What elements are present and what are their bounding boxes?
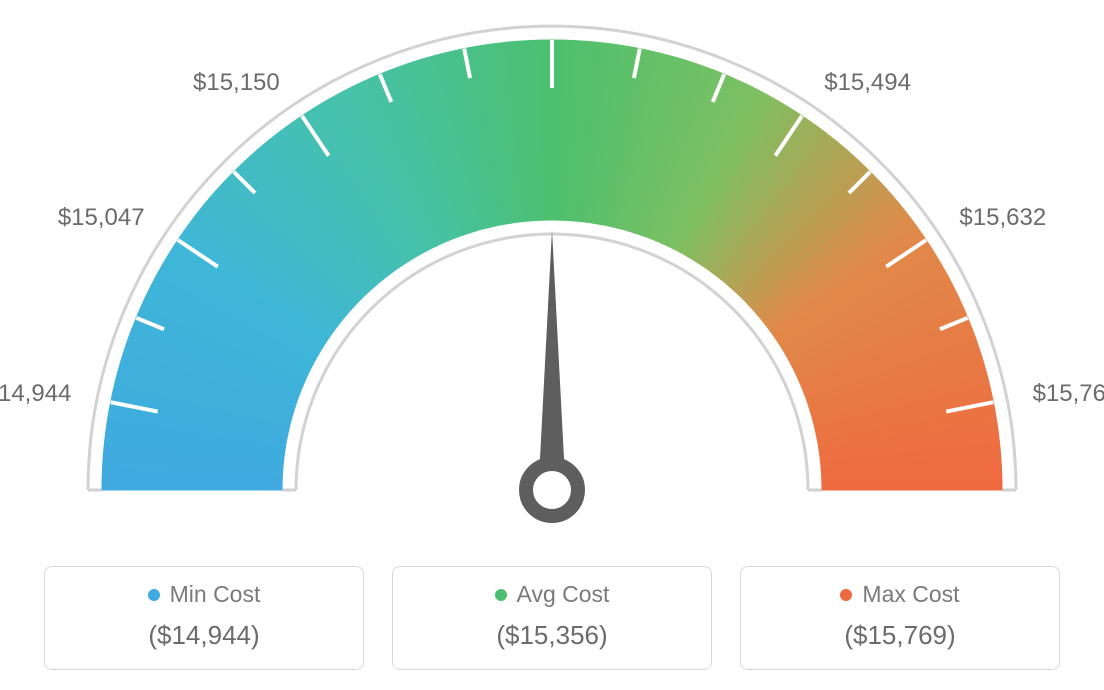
legend-card-avg: Avg Cost ($15,356) <box>392 566 712 670</box>
gauge-tick-label: $15,047 <box>58 204 145 232</box>
dot-icon <box>148 589 160 601</box>
gauge-tick-label: $15,150 <box>193 69 280 97</box>
legend-value: ($15,769) <box>751 620 1049 651</box>
legend-card-max: Max Cost ($15,769) <box>740 566 1060 670</box>
legend-label: Min Cost <box>170 581 261 608</box>
gauge-tick-label: $14,944 <box>0 380 71 408</box>
gauge-tick-label: $15,632 <box>959 204 1046 232</box>
gauge-tick-label: $15,494 <box>824 69 911 97</box>
dot-icon <box>840 589 852 601</box>
legend-value: ($14,944) <box>55 620 353 651</box>
gauge-chart: $14,944$15,047$15,150$15,356$15,494$15,6… <box>0 0 1104 540</box>
legend-label: Avg Cost <box>517 581 610 608</box>
legend-value: ($15,356) <box>403 620 701 651</box>
legend-card-min: Min Cost ($14,944) <box>44 566 364 670</box>
legend-row: Min Cost ($14,944) Avg Cost ($15,356) Ma… <box>0 566 1104 670</box>
dot-icon <box>495 589 507 601</box>
chart-container: $14,944$15,047$15,150$15,356$15,494$15,6… <box>0 0 1104 690</box>
gauge-tick-label: $15,769 <box>1033 380 1104 408</box>
legend-label: Max Cost <box>862 581 959 608</box>
